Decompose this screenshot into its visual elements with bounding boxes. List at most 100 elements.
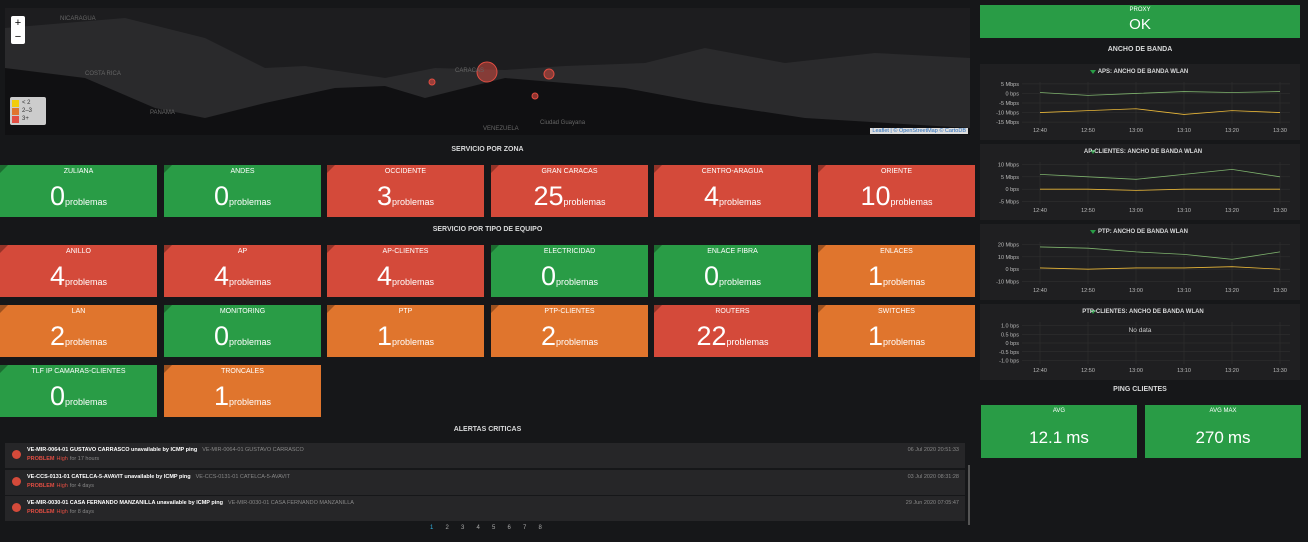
stat-panel: ANDES 0problemas (164, 165, 321, 217)
x-tick-label: 13:30 (1273, 128, 1287, 134)
panel-value: 1problemas (327, 321, 484, 352)
alert-line: VE-CCS-0131-01 CATELCA-5-AVAVIT unavaila… (27, 474, 290, 480)
page-button[interactable]: 5 (492, 525, 496, 531)
map-label: PANAMA (150, 110, 175, 116)
x-tick-label: 12:50 (1081, 368, 1095, 374)
chart-title: APS: ANCHO DE BANDA WLAN (1090, 69, 1188, 75)
page-button[interactable]: 4 (476, 525, 480, 531)
page-button[interactable]: 3 (461, 525, 465, 531)
marker[interactable] (543, 68, 555, 80)
panel-corner (654, 305, 662, 313)
chart-title-text: AP-CLIENTES: ANCHO DE BANDA WLAN (1084, 149, 1202, 155)
x-tick-label: 13:30 (1273, 288, 1287, 294)
legend-label: 3+ (22, 116, 29, 122)
panel-corner (491, 245, 499, 253)
alert-name: VE-MIR-0030-01 CASA FERNANDO MANZANILLA … (27, 500, 223, 506)
page-button[interactable]: 7 (523, 525, 527, 531)
alert-row: VE-MIR-0030-01 CASA FERNANDO MANZANILLA … (5, 496, 965, 521)
unit: problemas (719, 197, 762, 207)
alert-name: VE-CCS-0131-01 CATELCA-5-AVAVIT unavaila… (27, 473, 191, 480)
panel-value: 22problemas (654, 321, 811, 352)
panel-value: 12.1 ms (981, 428, 1137, 448)
value: 3 (376, 181, 392, 211)
panel-value: 1problemas (164, 381, 321, 412)
panel-value: 0problemas (491, 261, 648, 292)
map-label: Ciudad Guayana (540, 120, 586, 126)
panel-value: OK (1129, 16, 1151, 33)
legend-swatch (12, 99, 19, 107)
panel-corner (0, 365, 8, 373)
series-line (1039, 91, 1281, 96)
stat-panel: PTP-CLIENTES 2problemas (491, 305, 648, 357)
page-button[interactable]: 2 (445, 525, 449, 531)
panel-corner (164, 165, 172, 173)
stat-panel: OCCIDENTE 3problemas (327, 165, 484, 217)
x-tick-label: 13:00 (1129, 128, 1143, 134)
x-tick-label: 13:20 (1225, 288, 1239, 294)
unit: problemas (65, 197, 108, 207)
map: + − < 2 2–3 3+ NICARAGUA COSTA RICA PANAMA CARAC… (5, 8, 970, 135)
y-tick-label: 10 Mbps (998, 162, 1019, 168)
panel-title: AVG (1052, 408, 1066, 414)
chart-panel: PTP: ANCHO DE BANDA WLAN 20 Mbps 10 Mbps 0 … (980, 224, 1300, 300)
page-button[interactable]: 1 (430, 525, 434, 531)
marker[interactable] (476, 61, 498, 83)
page-button[interactable]: 8 (538, 525, 542, 531)
y-tick-label: 5 Mbps (1001, 175, 1019, 181)
y-tick-label: -10 Mbps (996, 111, 1019, 117)
x-tick-label: 13:10 (1177, 128, 1191, 134)
panel-title: SWITCHES (878, 308, 915, 315)
map-label: VENEZUELA (483, 126, 519, 132)
alert-age: for 4 days (69, 482, 94, 489)
panel-corner (164, 365, 172, 373)
stat-panel: ANILLO 4problemas (0, 245, 157, 297)
panel-corner (327, 165, 335, 173)
panel-value: 3problemas (327, 181, 484, 212)
ping-panel: AVG 12.1 ms (981, 405, 1137, 458)
legend-label: 2–3 (22, 108, 33, 114)
stat-panel: GRAN CARACAS 25problemas (491, 165, 648, 217)
unit: problemas (883, 337, 926, 347)
panel-title: LAN (71, 308, 86, 315)
stat-panel: LAN 2problemas (0, 305, 157, 357)
stat-panel: ELECTRICIDAD 0problemas (491, 245, 648, 297)
alert-host: VE-MIR-0064-01 GUSTAVO CARRASCO (202, 447, 304, 453)
panel-value: 2problemas (0, 321, 157, 352)
alert-severity: High (56, 456, 68, 462)
value: 1 (376, 321, 392, 351)
series-line (1039, 108, 1281, 115)
value: 4 (376, 261, 392, 291)
panel-title: ORIENTE (880, 168, 913, 175)
panel-value: 4problemas (0, 261, 157, 292)
marker[interactable] (531, 92, 539, 100)
y-tick-label: -15 Mbps (996, 120, 1019, 126)
y-tick-label: -5 Mbps (999, 200, 1019, 206)
value: 270 (1195, 428, 1224, 447)
panel-value: 4problemas (327, 261, 484, 292)
zoom-button[interactable]: + (14, 17, 22, 29)
value: 0 (213, 321, 229, 351)
panel-value: 4problemas (164, 261, 321, 292)
title-icon (1090, 70, 1096, 74)
chart-panel: AP-CLIENTES: ANCHO DE BANDA WLAN 10 Mbps 5… (980, 144, 1300, 220)
section-title: ANCHO DE BANDA (1107, 46, 1173, 53)
zoom-button[interactable]: − (14, 31, 22, 43)
section-title: SERVICIO POR TIPO DE EQUIPO (432, 226, 543, 233)
page-button[interactable]: 6 (507, 525, 511, 531)
alert-severity: High (56, 482, 68, 489)
value: 12.1 (1029, 428, 1063, 447)
map-legend: < 2 2–3 3+ (10, 97, 46, 125)
unit: problemas (65, 277, 108, 287)
marker[interactable] (428, 78, 436, 86)
stat-panel: PTP 1problemas (327, 305, 484, 357)
panel-title: PTP-CLIENTES (544, 308, 595, 315)
unit: problemas (65, 337, 108, 347)
x-tick-label: 13:30 (1273, 368, 1287, 374)
x-tick-label: 12:50 (1081, 128, 1095, 134)
value: 1 (213, 381, 229, 411)
x-tick-label: 13:00 (1129, 368, 1143, 374)
unit: problemas (392, 277, 435, 287)
alert-icon (12, 476, 21, 486)
chart-title: PTP: ANCHO DE BANDA WLAN (1090, 229, 1188, 235)
panel-value: 0problemas (164, 181, 321, 212)
